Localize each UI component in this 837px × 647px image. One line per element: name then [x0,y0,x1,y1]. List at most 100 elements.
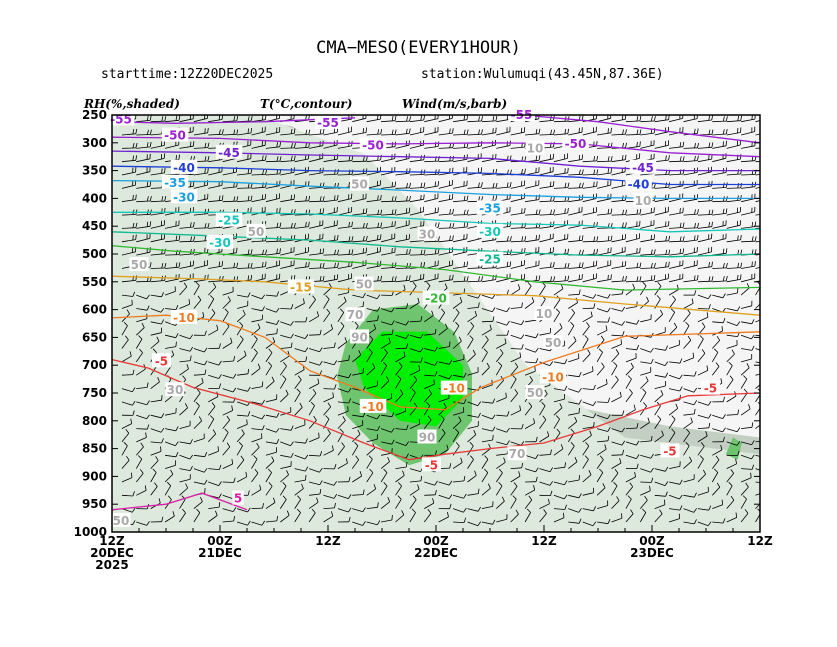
wind-barb [294,454,309,460]
wind-barb [395,424,409,430]
wind-barb [309,451,323,457]
wind-barb [496,320,510,326]
wind-barb [697,413,712,419]
wind-barb [683,222,699,229]
wind-barb [294,316,308,323]
wind-barb [294,402,303,416]
wind-barb [625,388,633,403]
wind-barb [712,262,728,269]
wind-barb [395,128,411,136]
wind-barb [625,129,642,136]
wind-barb [582,413,597,419]
wind-barb [136,521,150,526]
svg-text:-30: -30 [209,236,231,250]
wind-barb [352,412,366,418]
wind-barb [251,306,265,312]
wind-barb [150,377,160,389]
t-contour--20-8 [112,245,760,291]
wind-barb [553,415,560,429]
wind-barb [438,235,454,243]
wind-barb [222,308,229,323]
svg-text:-30: -30 [479,225,501,239]
wind-barb [136,485,147,496]
wind-barb [539,481,554,486]
wind-barb [654,206,669,216]
wind-barb [596,426,611,432]
wind-barb [539,490,553,496]
wind-barb [496,330,509,336]
wind-barb [582,207,597,216]
wind-barb [179,260,194,269]
wind-barb [640,207,655,216]
wind-barb [697,304,711,310]
svg-text:-5: -5 [155,354,168,368]
wind-barb [568,289,581,296]
wind-barb [323,402,332,416]
wind-barb [337,155,354,163]
wind-barb [755,200,760,203]
wind-barb [467,276,483,283]
wind-barb [755,133,760,136]
wind-barb [395,320,410,326]
wind-barb [366,502,379,509]
wind-barb [639,402,647,416]
wind-barb [150,456,159,469]
wind-barb [309,220,324,229]
contour-label: -10 [170,309,198,325]
wind-barb [409,484,420,496]
wind-barb [409,220,425,229]
t-contour--10-10 [112,314,760,411]
wind-barb [597,156,613,163]
wind-barb [352,429,361,443]
wind-barb [366,294,381,300]
wind-barb [337,337,348,349]
wind-barb [697,442,705,456]
wind-barb [424,389,432,403]
wind-barb [640,275,656,283]
wind-barb [381,514,393,523]
wind-barb [424,310,434,323]
wind-barb [640,296,649,309]
wind-barb [539,276,556,283]
wind-barb [337,355,350,363]
svg-text:-5: -5 [704,382,717,396]
chart-title: CMA−MESO(EVERY1HOUR) [316,38,521,58]
wind-barb [323,324,333,336]
t-contour--35-5 [112,179,760,200]
wind-barb [150,233,166,243]
wind-barb [625,319,640,325]
svg-text:10: 10 [527,141,544,155]
wind-barb [611,129,627,136]
wind-barb [409,115,425,123]
wind-barb [294,261,310,269]
wind-barb [553,480,568,486]
x-tick-label: 00Z [207,534,233,548]
wind-barb [121,222,138,229]
wind-barb [136,432,147,443]
wind-barb [496,307,510,313]
wind-barb [280,222,296,229]
wind-barb [683,428,691,443]
wind-barb [625,471,636,483]
wind-barb [481,348,488,363]
wind-barb [208,510,218,523]
wind-barb [712,482,721,496]
wind-barb [409,316,423,323]
wind-barb [510,260,525,269]
wind-barb [467,129,483,136]
wind-barb [496,440,510,446]
wind-barb [207,308,216,323]
wind-barb [309,489,322,496]
wind-barb [193,142,210,149]
wind-barb [755,361,760,364]
wind-barb [309,128,325,136]
wind-barb [568,493,582,499]
wind-barb [352,222,368,229]
wind-barb [640,140,655,149]
wind-barb [236,350,247,363]
wind-barb [741,422,754,429]
wind-barb [740,440,755,446]
wind-barb [582,126,597,136]
wind-barb [510,236,527,243]
wind-barb [568,475,580,483]
